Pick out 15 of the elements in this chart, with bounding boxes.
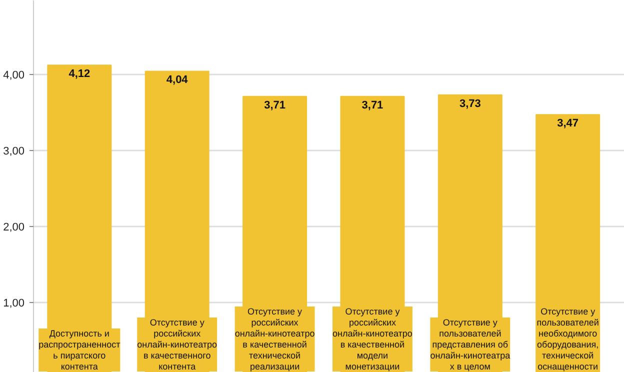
data-label: 3,71 <box>264 99 286 112</box>
x-tick-label: Отсутствие у российских онлайн-кинотеатро в качественной модели монетизации <box>332 306 412 372</box>
y-tick-label: 3,00 <box>3 145 25 158</box>
data-label: 3,71 <box>362 99 384 112</box>
x-tick-label: Отсутствие у пользователей необходимого оборудования, технической оснащенности <box>536 306 599 372</box>
data-label: 3,73 <box>459 98 481 110</box>
data-label: 4,04 <box>166 74 189 86</box>
x-tick-label: Отсутствие у российских онлайн-кинотеатро в качественной технической реализации <box>234 306 315 372</box>
x-tick-label: Отсутствие у российских онлайн-кинотеатро в качественного контента <box>137 318 218 372</box>
y-tick-label: 4,00 <box>3 69 25 82</box>
y-tick-label: 1,00 <box>3 298 25 310</box>
x-tick-label: Доступность и распространенност ь пиратского контента <box>38 328 120 372</box>
y-tick-label: 2,00 <box>3 221 25 234</box>
data-label: 3,47 <box>557 118 579 130</box>
data-label: 4,12 <box>68 68 90 80</box>
